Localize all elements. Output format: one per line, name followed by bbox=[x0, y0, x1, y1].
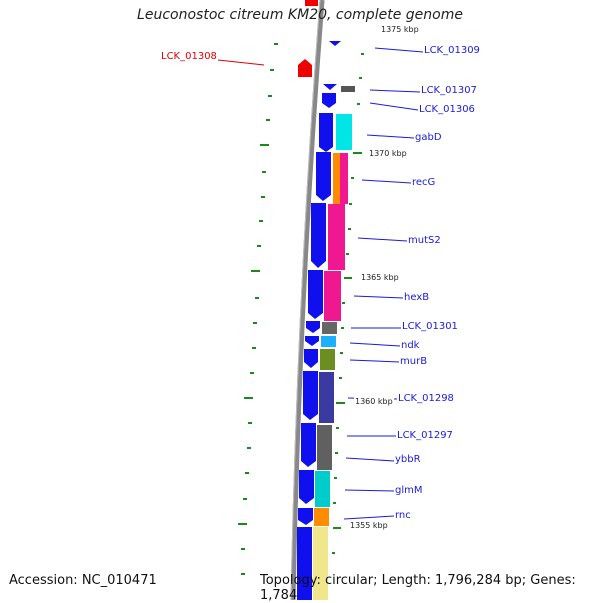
gene-label-glmm[interactable]: glmM bbox=[395, 485, 423, 496]
tick-label-1375: 1375 kbp bbox=[380, 25, 420, 34]
gene-label-ybbr[interactable]: ybbR bbox=[395, 454, 421, 465]
gene-lck01301-cog-block[interactable] bbox=[322, 322, 337, 334]
gene-muts2-arrow[interactable] bbox=[311, 203, 326, 268]
gene-ndk-arrow[interactable] bbox=[305, 336, 319, 346]
tick-label-1355: 1355 kbp bbox=[349, 521, 389, 530]
gene-label-recg[interactable]: recG bbox=[412, 177, 436, 188]
gene-recg-arrow[interactable] bbox=[316, 152, 331, 201]
label-leader-lines bbox=[343, 47, 424, 520]
gene-lck01306-arrow[interactable] bbox=[322, 93, 336, 108]
gene-block-top-red[interactable] bbox=[305, 0, 318, 6]
genome-backbone-outer bbox=[290, 0, 325, 600]
gene-gabd-arrow[interactable] bbox=[319, 113, 333, 152]
gene-hexb-cog-block[interactable] bbox=[324, 271, 341, 321]
gene-label-lck01309[interactable]: LCK_01309 bbox=[424, 45, 480, 56]
gene-lck01308-block[interactable] bbox=[298, 59, 312, 77]
gene-lck01298-cog-block[interactable] bbox=[319, 372, 334, 423]
map-title: Leuconostoc citreum KM20, complete genom… bbox=[137, 7, 463, 23]
gc-skew-left bbox=[238, 43, 278, 575]
gene-label-lck01301[interactable]: LCK_01301 bbox=[402, 321, 458, 332]
label-leader-line-red bbox=[217, 59, 265, 66]
gene-label-rnc[interactable]: rnc bbox=[395, 510, 411, 521]
gene-label-muts2[interactable]: mutS2 bbox=[408, 235, 441, 246]
gene-muts2-cog-block[interactable] bbox=[328, 204, 345, 270]
gene-murb-arrow[interactable] bbox=[304, 349, 318, 368]
gene-lck01309-arrow[interactable] bbox=[329, 41, 341, 46]
gene-rnc-arrow[interactable] bbox=[297, 527, 312, 600]
gene-glmm-cog-block[interactable] bbox=[315, 471, 330, 507]
accession-text: Accession: NC_010471 bbox=[9, 573, 157, 588]
gene-label-lck01298[interactable]: LCK_01298 bbox=[398, 393, 454, 404]
gene-lck01297-cog-block[interactable] bbox=[317, 425, 332, 470]
gene-label-gabd[interactable]: gabD bbox=[415, 132, 442, 143]
gene-glmm-arrow[interactable] bbox=[298, 508, 313, 525]
gene-label-lck01307[interactable]: LCK_01307 bbox=[421, 85, 477, 96]
genome-backbone-inner bbox=[290, 0, 321, 600]
gene-recg-cog-block-pink[interactable] bbox=[340, 153, 348, 204]
gene-label-murb[interactable]: murB bbox=[400, 356, 428, 367]
cog-feature-blocks bbox=[313, 86, 355, 600]
gene-lck01298-arrow[interactable] bbox=[303, 371, 318, 420]
gene-lck01307-arrow[interactable] bbox=[323, 84, 337, 90]
gene-rnc-cog-block[interactable] bbox=[314, 508, 329, 526]
gene-label-hexb[interactable]: hexB bbox=[404, 292, 430, 303]
gene-label-lck01308[interactable]: LCK_01308 bbox=[161, 51, 217, 62]
gene-hexb-arrow[interactable] bbox=[308, 270, 323, 319]
tick-label-1370: 1370 kbp bbox=[368, 149, 408, 158]
gene-lck01307-cog-block[interactable] bbox=[341, 86, 355, 92]
gene-label-lck01297[interactable]: LCK_01297 bbox=[397, 430, 453, 441]
gene-gabd-cog-block[interactable] bbox=[336, 114, 352, 150]
tick-label-1365: 1365 kbp bbox=[360, 273, 400, 282]
gene-lck01297-arrow[interactable] bbox=[301, 423, 316, 467]
genome-summary-text: Topology: circular; Length: 1,796,284 bp… bbox=[260, 573, 576, 603]
gene-murb-cog-block[interactable] bbox=[320, 349, 335, 370]
gene-extra-cog-block[interactable] bbox=[313, 527, 328, 600]
tick-label-1360: 1360 kbp bbox=[354, 397, 394, 406]
forward-genes bbox=[297, 41, 341, 600]
gene-ybbr-arrow[interactable] bbox=[299, 470, 314, 504]
gene-label-lck01306[interactable]: LCK_01306 bbox=[419, 104, 475, 115]
gc-skew-right bbox=[332, 53, 364, 554]
gene-recg-cog-block-orange[interactable] bbox=[333, 153, 340, 204]
gene-lck01301-arrow[interactable] bbox=[306, 321, 320, 333]
gene-ndk-cog-block[interactable] bbox=[321, 336, 336, 347]
gene-label-ndk[interactable]: ndk bbox=[401, 340, 420, 351]
